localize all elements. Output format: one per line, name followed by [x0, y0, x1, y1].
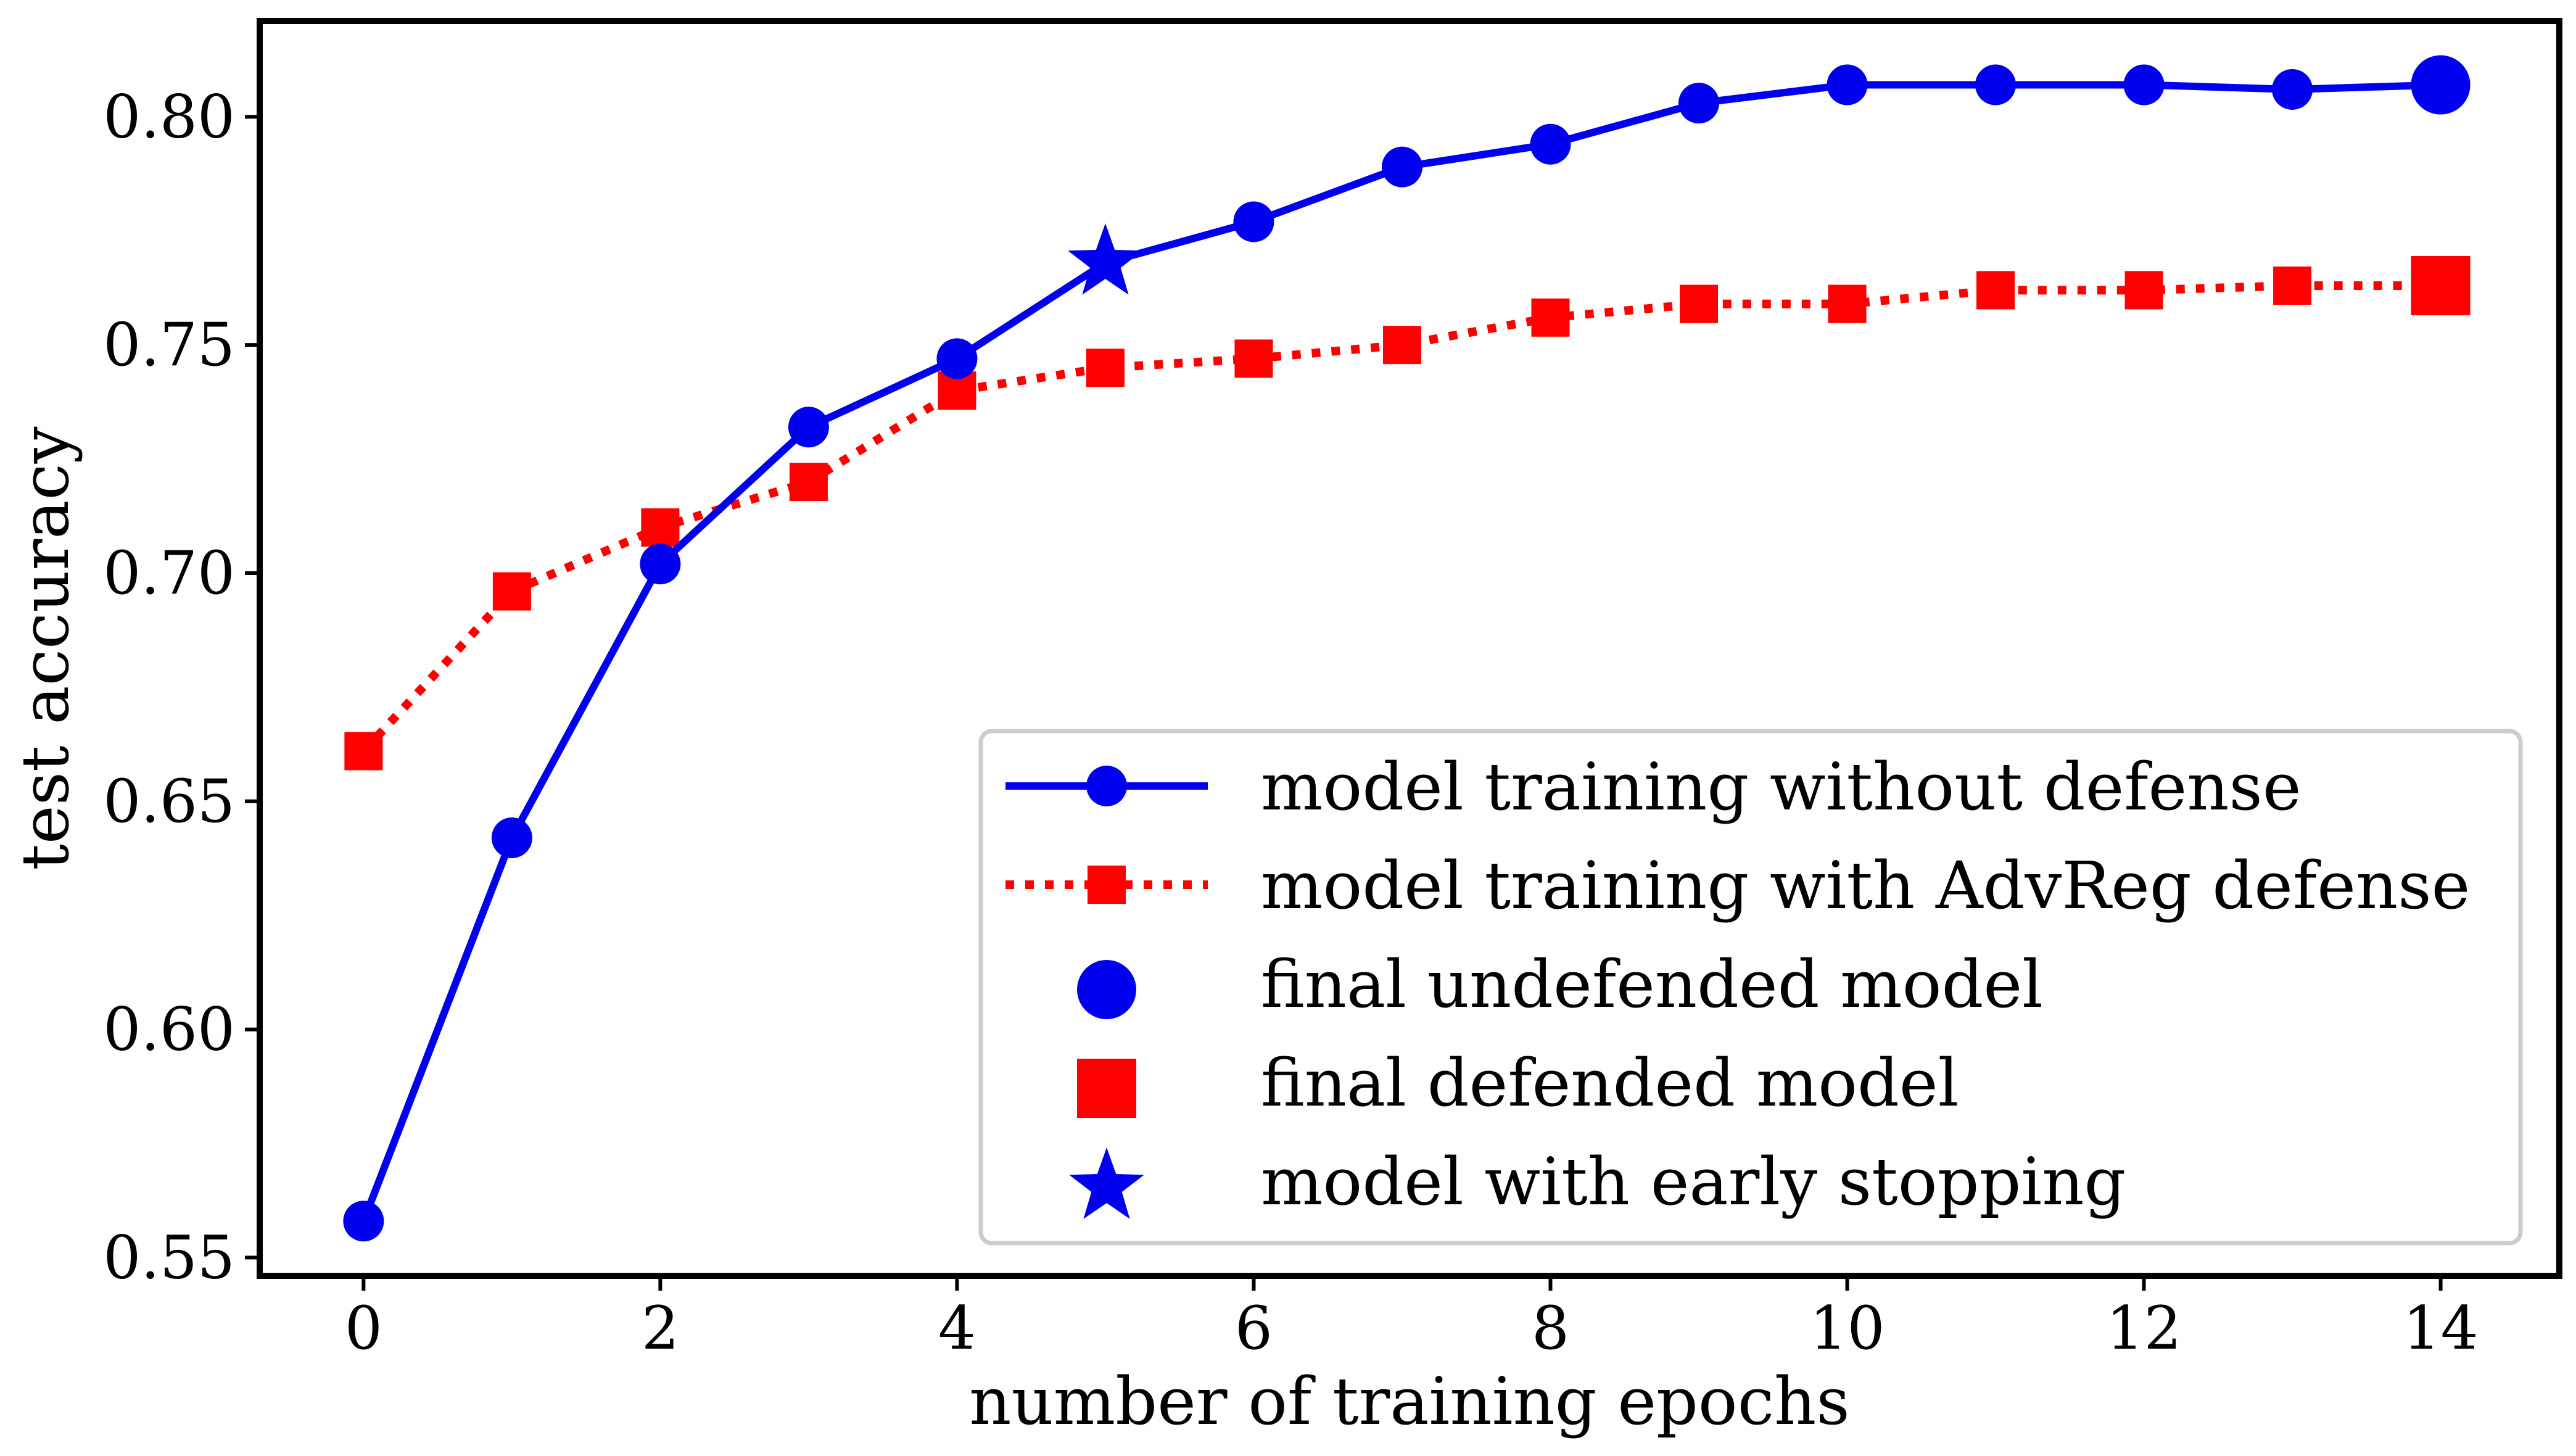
data-point-without-defense [1233, 201, 1274, 242]
y-tick-label: 0.80 [103, 82, 235, 151]
data-point-without-defense [640, 544, 681, 585]
x-axis: 0 2 4 6 8 10 12 14 [345, 1276, 2479, 1363]
x-tick-label: 0 [345, 1294, 382, 1363]
data-point-without-defense [1975, 64, 2017, 105]
data-point-without-defense [2272, 68, 2313, 110]
data-point-without-defense [2123, 64, 2165, 105]
final-undefended-model-marker [2411, 55, 2471, 115]
x-axis-title: number of training epochs [969, 1363, 1850, 1439]
data-point-with-advreg-defense [344, 732, 383, 771]
data-point-without-defense [1827, 64, 1868, 105]
x-tick-label: 10 [1809, 1294, 1885, 1363]
legend-box [978, 729, 2523, 1246]
data-point-with-advreg-defense [1976, 271, 2015, 310]
x-tick-label: 6 [1235, 1294, 1273, 1363]
y-tick-label: 0.75 [103, 310, 235, 379]
y-tick-label: 0.70 [103, 539, 235, 608]
data-layer [343, 55, 2471, 1242]
legend-label: model with early stopping [1261, 1144, 2126, 1220]
legend-label: final undefended model [1261, 946, 2043, 1022]
y-axis-title: test accuracy [7, 426, 83, 870]
data-point-with-advreg-defense [492, 572, 531, 611]
data-point-with-advreg-defense [1234, 339, 1273, 378]
early-stopping-marker [1068, 223, 1143, 295]
data-point-without-defense [936, 338, 978, 379]
y-axis: 0.55 0.60 0.65 0.70 0.75 0.80 [103, 82, 260, 1292]
data-point-with-advreg-defense [1086, 349, 1125, 387]
data-point-without-defense [788, 407, 829, 448]
plot-frame [257, 18, 2562, 1279]
legend-label: final defended model [1261, 1045, 1959, 1121]
data-point-with-advreg-defense [1680, 284, 1719, 323]
legend-marker-without-defense [1086, 766, 1127, 806]
x-tick-label: 4 [938, 1294, 976, 1363]
final-defended-model-marker [2411, 255, 2471, 315]
x-tick-label: 8 [1532, 1294, 1569, 1363]
data-point-with-advreg-defense [2124, 271, 2163, 310]
data-point-with-advreg-defense [789, 463, 828, 502]
data-point-with-advreg-defense [1828, 284, 1867, 323]
y-tick-label: 0.65 [103, 767, 235, 836]
data-point-with-advreg-defense [1531, 298, 1570, 337]
y-tick-label: 0.60 [103, 995, 235, 1064]
data-point-with-advreg-defense [2273, 266, 2312, 305]
legend-marker-early-stopping [1069, 1148, 1144, 1219]
legend-label: model training with AdvReg defense [1261, 848, 2470, 924]
x-tick-label: 12 [2106, 1294, 2181, 1363]
data-point-without-defense [1678, 83, 1720, 124]
data-point-with-advreg-defense [641, 508, 680, 547]
data-point-without-defense [1530, 123, 1571, 165]
legend-marker-final-undefended [1077, 960, 1136, 1019]
legend-marker-with-advreg-defense [1088, 866, 1126, 904]
data-point-without-defense [491, 817, 532, 858]
x-tick-label: 2 [642, 1294, 679, 1363]
legend-marker-final-defended [1077, 1059, 1136, 1118]
data-point-without-defense [1381, 146, 1422, 188]
legend: model training without defense model trai… [978, 729, 2523, 1246]
data-point-with-advreg-defense [1382, 326, 1421, 365]
y-tick-label: 0.55 [103, 1223, 235, 1292]
data-point-without-defense [343, 1201, 384, 1242]
legend-label: model training without defense [1261, 749, 2301, 825]
x-tick-label: 14 [2403, 1294, 2479, 1363]
